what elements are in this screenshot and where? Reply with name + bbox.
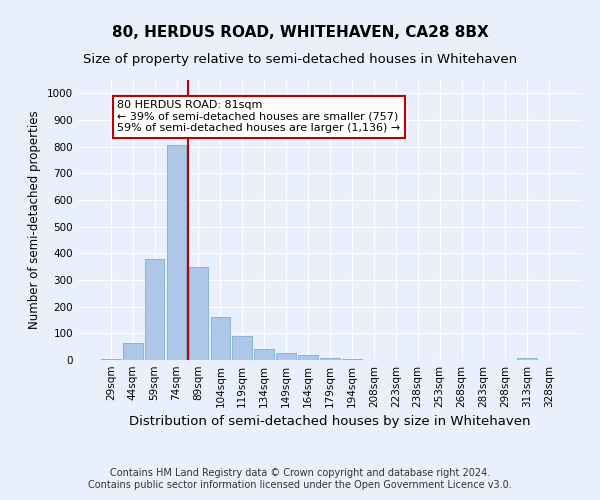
Text: Size of property relative to semi-detached houses in Whitehaven: Size of property relative to semi-detach… (83, 52, 517, 66)
Text: 80 HERDUS ROAD: 81sqm
← 39% of semi-detached houses are smaller (757)
59% of sem: 80 HERDUS ROAD: 81sqm ← 39% of semi-deta… (118, 100, 401, 133)
Bar (188, 266, 208, 360)
Text: Contains HM Land Registry data © Crown copyright and database right 2024.
Contai: Contains HM Land Registry data © Crown c… (88, 468, 512, 490)
Bar (517, 358, 537, 360)
Bar (342, 359, 362, 360)
Bar (167, 146, 187, 360)
Bar (320, 358, 340, 360)
Bar (145, 258, 164, 360)
Bar (101, 358, 121, 360)
Bar (298, 355, 318, 360)
Text: 80, HERDUS ROAD, WHITEHAVEN, CA28 8BX: 80, HERDUS ROAD, WHITEHAVEN, CA28 8BX (112, 25, 488, 40)
Bar (276, 354, 296, 360)
Bar (254, 350, 274, 360)
X-axis label: Distribution of semi-detached houses by size in Whitehaven: Distribution of semi-detached houses by … (129, 416, 531, 428)
Bar (123, 342, 143, 360)
Bar (232, 336, 252, 360)
Y-axis label: Number of semi-detached properties: Number of semi-detached properties (28, 110, 41, 330)
Bar (211, 318, 230, 360)
